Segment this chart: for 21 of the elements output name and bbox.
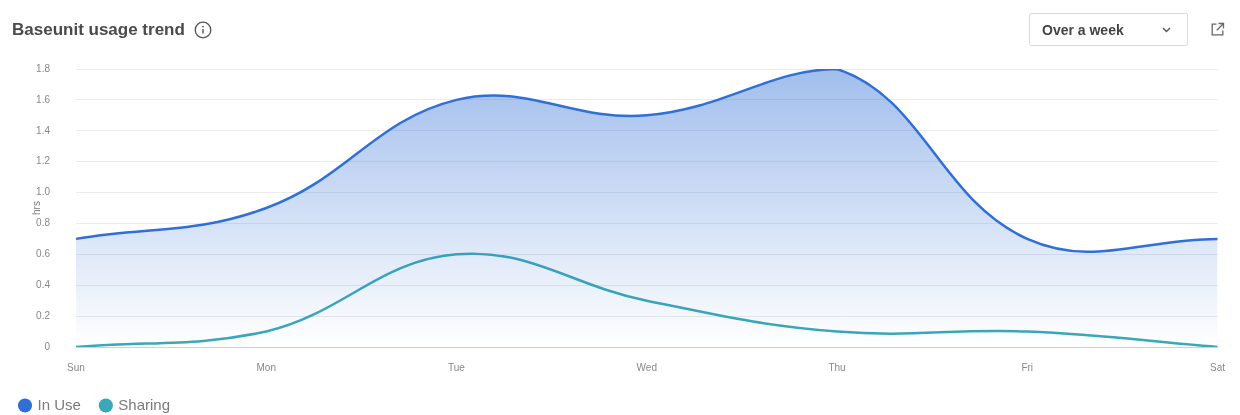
x-tick-label: Sun [67, 361, 85, 373]
y-tick-label: 0.6 [36, 248, 51, 260]
y-tick-label: 0.8 [36, 217, 51, 229]
y-tick-label: 0 [44, 340, 51, 352]
y-tick-label: 1.8 [36, 62, 51, 74]
chart-title: Baseunit usage trend [12, 20, 185, 40]
x-tick-label: Wed [636, 361, 657, 373]
y-axis-title: hrs [30, 201, 42, 215]
legend-label: Sharing [118, 395, 171, 413]
x-tick-label: Fri [1021, 361, 1034, 373]
y-tick-label: 1.4 [36, 124, 51, 136]
x-tick-label: Sat [1209, 361, 1226, 373]
x-tick-label: Thu [828, 361, 846, 373]
y-tick-label: 1.6 [36, 93, 51, 105]
x-tick-label: Mon [256, 361, 276, 373]
y-tick-label: 1.0 [36, 186, 51, 198]
y-tick-label: 1.2 [36, 155, 51, 167]
y-tick-label: 0.4 [36, 278, 51, 290]
y-tick-label: 0.2 [36, 309, 51, 321]
x-tick-label: Tue [448, 361, 466, 373]
legend-label: In Use [37, 395, 81, 413]
